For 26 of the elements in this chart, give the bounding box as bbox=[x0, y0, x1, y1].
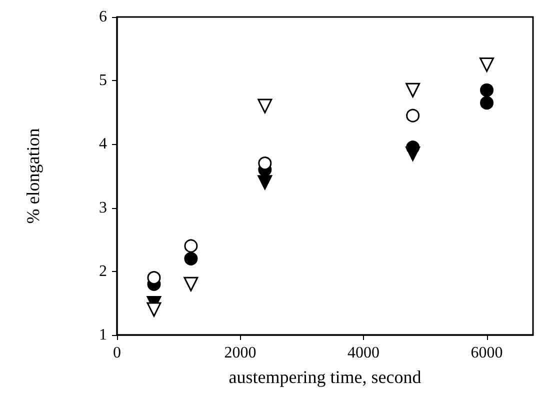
point bbox=[406, 140, 420, 154]
point bbox=[258, 98, 272, 114]
y-tick-label: 5 bbox=[99, 72, 107, 90]
y-tick-label: 6 bbox=[99, 8, 107, 26]
x-tick-label: 4000 bbox=[348, 344, 380, 362]
point bbox=[406, 108, 420, 122]
point bbox=[480, 57, 494, 72]
y-axis-title: % elongation bbox=[23, 128, 43, 224]
point bbox=[480, 83, 494, 97]
point bbox=[184, 276, 198, 292]
x-tick-label: 2000 bbox=[224, 344, 256, 362]
y-tick-label: 3 bbox=[99, 199, 107, 216]
point bbox=[184, 252, 198, 266]
point bbox=[184, 239, 198, 253]
x-axis-title: austempering time, second bbox=[228, 367, 422, 387]
y-tick-label: 1 bbox=[99, 326, 107, 344]
point bbox=[258, 175, 272, 190]
point bbox=[480, 96, 494, 110]
point bbox=[146, 302, 162, 317]
point bbox=[147, 271, 161, 285]
y-tick-label: 2 bbox=[99, 262, 107, 280]
point bbox=[258, 156, 272, 170]
x-tick-label: 0 bbox=[113, 344, 121, 362]
y-tick-label: 4 bbox=[99, 136, 107, 153]
point bbox=[406, 82, 420, 98]
x-tick-label: 6000 bbox=[470, 344, 503, 362]
